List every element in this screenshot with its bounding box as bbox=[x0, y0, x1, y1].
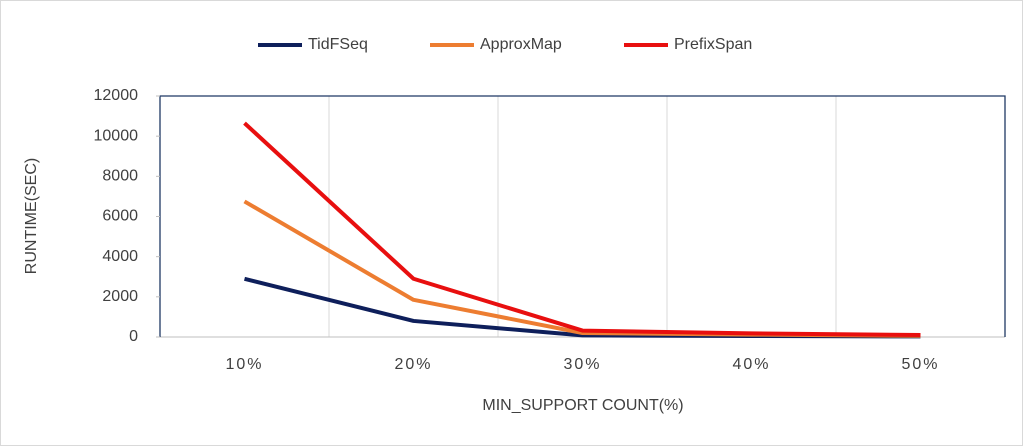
x-tick-label: 10% bbox=[225, 356, 263, 373]
y-tick-label: 10000 bbox=[94, 127, 139, 144]
x-axis-label: MIN_SUPPORT COUNT(%) bbox=[482, 397, 683, 414]
x-tick-label: 30% bbox=[563, 356, 601, 373]
x-tick-label: 20% bbox=[394, 356, 432, 373]
legend-label: ApproxMap bbox=[480, 36, 562, 53]
y-tick-label: 4000 bbox=[102, 248, 138, 265]
legend-label: TidFSeq bbox=[308, 36, 368, 53]
y-axis-label: RUNTIME(SEC) bbox=[23, 158, 40, 274]
y-tick-label: 12000 bbox=[94, 87, 139, 104]
x-tick-label: 40% bbox=[732, 356, 770, 373]
y-tick-label: 6000 bbox=[102, 208, 138, 225]
legend-label: PrefixSpan bbox=[674, 36, 752, 53]
y-tick-label: 2000 bbox=[102, 288, 138, 305]
x-tick-label: 50% bbox=[901, 356, 939, 373]
y-tick-label: 0 bbox=[129, 328, 138, 345]
y-tick-label: 8000 bbox=[102, 168, 138, 185]
series-line bbox=[243, 121, 921, 337]
